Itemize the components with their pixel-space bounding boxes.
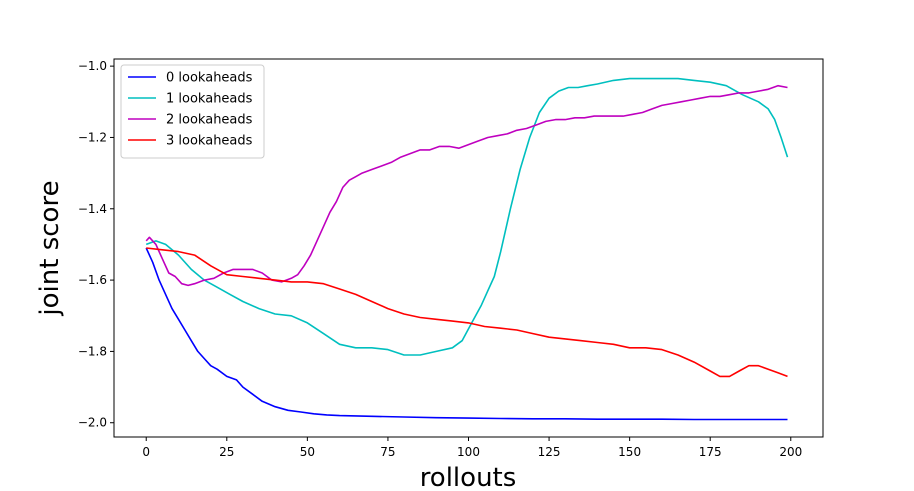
y-axis-ticks: −2.0 −1.8 −1.6 −1.4 −1.2 −1.0	[78, 59, 114, 430]
x-tick-label-6: 150	[618, 445, 641, 459]
x-tick-label-1: 25	[219, 445, 234, 459]
legend: 0 lookaheads 1 lookaheads 2 lookaheads 3 lo…	[120, 64, 265, 159]
series-layer	[145, 77, 789, 421]
x-tick-label-5: 125	[538, 445, 561, 459]
y-tick-label-5: −1.0	[78, 59, 107, 73]
x-axis-ticks: 0 25 50 75 100 125 150 175 200	[142, 437, 802, 459]
x-axis-label: rollouts	[420, 463, 517, 491]
y-tick-label-1: −1.8	[78, 344, 107, 358]
series-line-1	[145, 77, 789, 356]
y-tick-label-0: −2.0	[78, 416, 107, 430]
y-tick-label-4: −1.2	[78, 130, 107, 144]
legend-label-0: 0 lookaheads	[166, 71, 253, 86]
series-line-0	[145, 247, 788, 421]
x-tick-label-3: 75	[380, 445, 395, 459]
legend-label-2: 2 lookaheads	[166, 113, 253, 128]
y-tick-label-3: −1.4	[78, 202, 107, 216]
x-tick-label-4: 100	[457, 445, 480, 459]
x-tick-label-2: 50	[300, 445, 315, 459]
y-tick-label-2: −1.6	[78, 273, 107, 287]
legend-label-3: 3 lookaheads	[166, 134, 253, 149]
y-axis-label: joint score	[35, 180, 65, 316]
legend-label-1: 1 lookaheads	[166, 92, 253, 107]
legend-frame	[120, 64, 265, 159]
series-line-3	[146, 247, 788, 378]
x-tick-label-8: 200	[779, 445, 802, 459]
x-tick-label-7: 175	[699, 445, 722, 459]
series-line-2	[145, 84, 788, 287]
x-tick-label-0: 0	[142, 445, 150, 459]
